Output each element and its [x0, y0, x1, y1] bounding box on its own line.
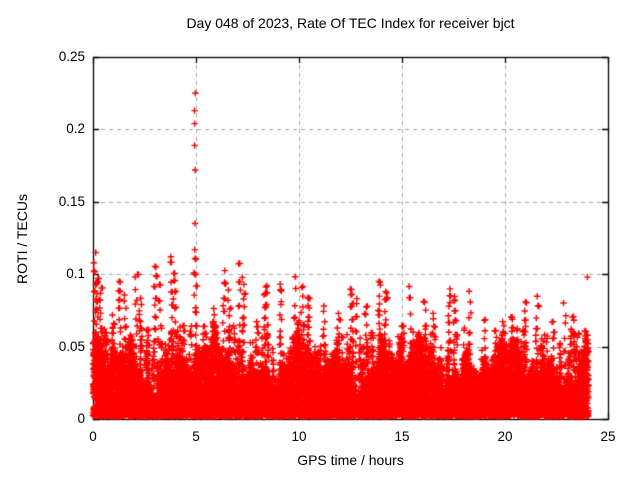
y-tick-label: 0.25 [58, 49, 85, 64]
x-tick-label: 10 [291, 429, 307, 444]
x-tick-label: 25 [600, 429, 616, 444]
y-tick-label: 0 [77, 411, 85, 426]
x-tick-label: 0 [89, 429, 97, 444]
x-tick-label: 15 [394, 429, 410, 444]
y-tick-label: 0.15 [58, 193, 85, 209]
y-axis-label: ROTI / TECUs [14, 194, 30, 284]
y-tick-label: 0.2 [66, 121, 85, 137]
y-tick-label: 0.05 [58, 338, 85, 354]
x-tick-label: 5 [192, 429, 200, 444]
chart-title: Day 048 of 2023, Rate Of TEC Index for r… [186, 15, 515, 31]
x-axis-label: GPS time / hours [297, 452, 404, 468]
y-tick-label: 0.1 [66, 266, 85, 282]
x-tick-label: 20 [497, 429, 513, 444]
